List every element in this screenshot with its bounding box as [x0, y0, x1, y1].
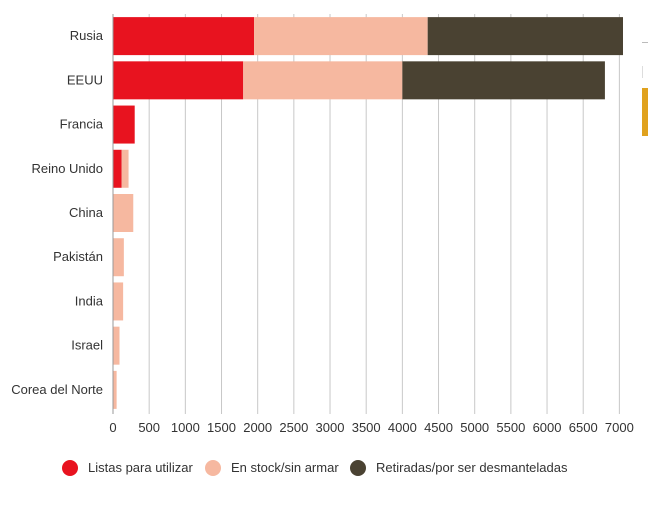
legend-marker	[62, 460, 78, 476]
x-tick-label: 4500	[424, 420, 453, 435]
bar-francia-series-0	[113, 105, 135, 144]
bars	[113, 17, 623, 409]
bar-pakistán-series-1	[113, 238, 124, 277]
bar-rusia-series-2	[427, 17, 623, 56]
category-label: Reino Unido	[31, 161, 103, 176]
x-tick-label: 1000	[171, 420, 200, 435]
legend-label: Listas para utilizar	[88, 460, 193, 475]
x-tick-label: 7000	[605, 420, 634, 435]
x-tick-label: 2500	[279, 420, 308, 435]
legend-marker	[350, 460, 366, 476]
bar-eeuu-series-1	[243, 61, 403, 100]
category-label: India	[75, 293, 104, 308]
x-tick-label: 2000	[243, 420, 272, 435]
category-label: Francia	[60, 117, 104, 132]
legend: Listas para utilizar En stock/sin armar Re…	[62, 460, 568, 476]
bar-israel-series-1	[113, 326, 120, 365]
x-tick-label: 5000	[460, 420, 489, 435]
legend-label: En stock/sin armar	[231, 460, 339, 475]
x-tick-label: 5500	[496, 420, 525, 435]
bar-eeuu-series-2	[402, 61, 605, 100]
x-tick-label: 3500	[352, 420, 381, 435]
x-tick-label: 500	[138, 420, 160, 435]
x-tick-label: 1500	[207, 420, 236, 435]
category-labels: Rusia EEUU Francia Reino Unido China Pakistán…	[11, 28, 104, 397]
x-tick-label: 0	[109, 420, 116, 435]
bar-rusia-series-1	[254, 17, 428, 56]
bar-corea-del-norte-series-1	[113, 370, 117, 409]
category-label: China	[69, 205, 104, 220]
category-label: Israel	[71, 338, 103, 353]
bar-india-series-1	[113, 282, 124, 321]
bar-reino-unido-series-0	[113, 149, 122, 188]
bar-rusia-series-0	[113, 17, 255, 56]
legend-label: Retiradas/por ser desmanteladas	[376, 460, 568, 475]
bar-eeuu-series-0	[113, 61, 244, 100]
legend-marker	[205, 460, 221, 476]
category-label: Rusia	[70, 28, 104, 43]
x-tick-label: 3000	[316, 420, 345, 435]
cropped-side-panel	[642, 0, 648, 140]
x-tick-label: 6500	[569, 420, 598, 435]
category-label: Corea del Norte	[11, 382, 103, 397]
x-tick-label: 6000	[533, 420, 562, 435]
x-tick-label: 4000	[388, 420, 417, 435]
x-tick-labels: 0 500 1000 1500 2000 2500 3000 3500 4000 4500 5000…	[109, 420, 633, 435]
category-label: EEUU	[67, 72, 103, 87]
bar-china-series-1	[113, 194, 134, 232]
category-label: Pakistán	[53, 249, 103, 264]
bar-reino-unido-series-1	[121, 149, 129, 188]
